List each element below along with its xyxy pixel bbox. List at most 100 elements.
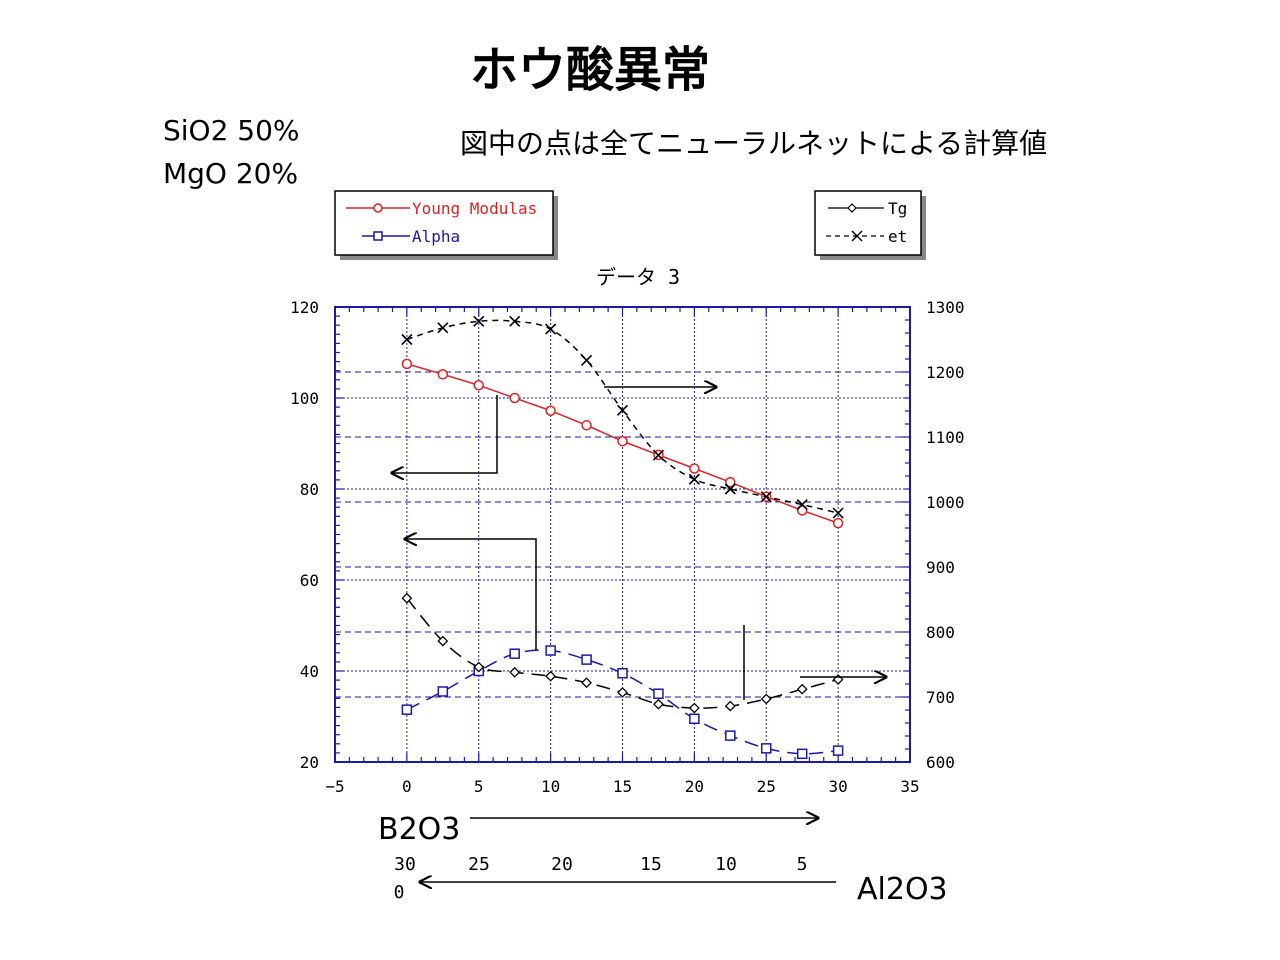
- data-point: [724, 700, 736, 712]
- legend-tg: Tg: [888, 199, 907, 218]
- page-title: ホウ酸異常: [469, 42, 710, 98]
- composition-sio2: SiO2 50%: [163, 114, 300, 147]
- al2o3-axis-label: Al2O3: [857, 872, 948, 907]
- y-left-tick-label-20: 20: [300, 753, 319, 772]
- arrow-young-left-axis: [392, 395, 498, 473]
- x-tick-label-35: 35: [900, 777, 919, 796]
- data-point: [581, 677, 592, 689]
- legend-young-modulas: Young Modulas: [412, 199, 537, 218]
- legend-right: Tg et: [814, 190, 926, 260]
- data-point: [473, 661, 485, 673]
- data-point: [688, 473, 700, 485]
- data-point: [509, 648, 520, 659]
- series-layer: [401, 315, 844, 760]
- x-tick-label-30: 30: [828, 777, 847, 796]
- x-tick-label--5: −5: [325, 777, 344, 796]
- al2o3-tick-25: 25: [468, 854, 490, 875]
- data-point: [796, 748, 808, 760]
- data-point: [545, 645, 556, 656]
- y-left-tick-label-120: 120: [290, 298, 319, 317]
- x-tick-label-15: 15: [613, 777, 632, 796]
- y-right-tick-label-1200: 1200: [926, 363, 965, 382]
- y-left-tick-label-60: 60: [300, 571, 319, 590]
- data-point: [437, 369, 449, 380]
- al2o3-tick-30: 30: [394, 854, 416, 875]
- b2o3-axis-label: B2O3: [378, 812, 461, 847]
- data-point: [832, 517, 844, 529]
- y-right-tick-label-1100: 1100: [926, 428, 965, 447]
- axis-ticks: [334, 306, 911, 763]
- arrow-alpha-left-axis: [405, 539, 537, 650]
- annotation-arrows: [392, 387, 886, 882]
- data-point: [509, 666, 521, 678]
- data-point: [796, 683, 808, 695]
- data-point: [832, 745, 844, 756]
- data-point: [581, 420, 592, 431]
- data-point: [688, 702, 700, 714]
- data-point: [652, 449, 665, 461]
- calculation-note: 図中の点は全てニューラルネットによる計算値: [460, 127, 1048, 160]
- series-alpha: [401, 645, 844, 760]
- composition-mgo: MgO 20%: [163, 157, 299, 190]
- data-point: [760, 491, 772, 503]
- data-point: [617, 435, 628, 447]
- data-point: [545, 323, 557, 335]
- data-point: [401, 333, 413, 346]
- x-tick-label-10: 10: [541, 777, 560, 796]
- data-point: [832, 507, 844, 519]
- data-point: [796, 505, 808, 516]
- al2o3-tick-5: 5: [797, 854, 808, 875]
- data-point: [724, 483, 736, 495]
- data-point: [580, 354, 593, 366]
- data-point: [760, 693, 772, 705]
- data-point: [401, 592, 413, 604]
- data-point: [545, 405, 556, 416]
- data-point: [401, 358, 413, 370]
- data-point: [689, 713, 700, 725]
- data-point: [653, 688, 664, 699]
- y-left-tick-label-80: 80: [300, 480, 319, 499]
- data-point: [401, 704, 413, 715]
- y-right-tick-label-1000: 1000: [926, 493, 965, 512]
- x-tick-label-0: 0: [402, 777, 412, 796]
- legend-alpha: Alpha: [412, 227, 460, 246]
- data-point: [437, 686, 449, 697]
- x-tick-label-5: 5: [474, 777, 484, 796]
- data-point: [617, 687, 628, 698]
- y-left-tick-label-100: 100: [290, 389, 319, 408]
- y-right-tick-label-800: 800: [926, 623, 955, 642]
- y-right-tick-label-600: 600: [926, 753, 955, 772]
- data-point: [581, 654, 592, 665]
- data-point: [689, 463, 700, 474]
- y-right-tick-label-700: 700: [926, 688, 955, 707]
- series-line: [406, 649, 839, 755]
- al2o3-tick-20: 20: [551, 854, 573, 875]
- y-left-tick-label-40: 40: [300, 662, 319, 681]
- data-point: [473, 315, 485, 327]
- al2o3-scale: 30 25 20 15 10 5 0: [394, 854, 808, 903]
- data-point: [617, 668, 628, 679]
- data-point: [653, 698, 664, 710]
- al2o3-tick-15: 15: [640, 854, 662, 875]
- al2o3-tick-0: 0: [394, 882, 405, 903]
- data-point: [725, 730, 736, 741]
- legend-et: et: [888, 227, 907, 246]
- chart-title: データ 3: [596, 265, 680, 289]
- data-point: [796, 499, 808, 511]
- series-tg: [401, 592, 844, 714]
- axis-tick-labels: −5 0 5 10 15 20 25 30 35 20 40 60 80 100 120 600 700 800 9…: [290, 298, 964, 796]
- data-point: [473, 380, 484, 391]
- series-et: [401, 315, 844, 519]
- data-point: [725, 476, 736, 488]
- data-point: [616, 404, 629, 416]
- x-tick-label-25: 25: [757, 777, 776, 796]
- legend-left: Young Modulas Alpha: [334, 190, 558, 260]
- data-point: [437, 322, 449, 334]
- x-tick-label-20: 20: [685, 777, 704, 796]
- data-point: [509, 392, 520, 404]
- al2o3-tick-10: 10: [715, 854, 737, 875]
- data-point: [545, 670, 557, 682]
- data-point: [509, 315, 521, 327]
- data-point: [437, 635, 449, 647]
